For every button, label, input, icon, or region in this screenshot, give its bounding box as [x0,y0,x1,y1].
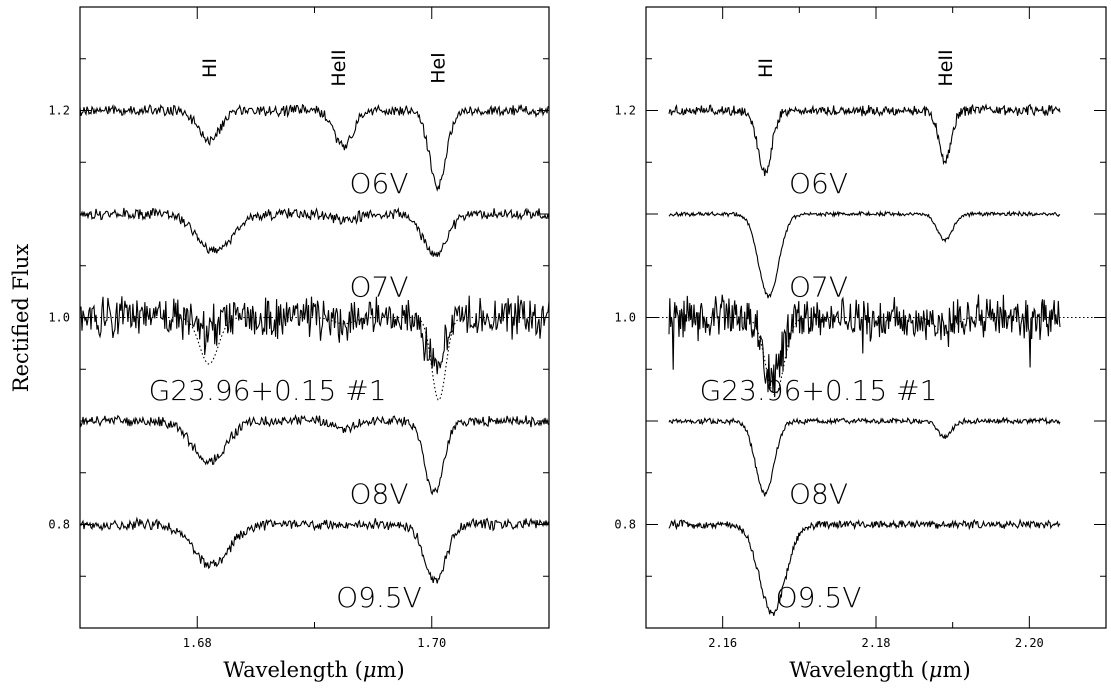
spectral-type-label: G23.96+0.15 #1 [149,374,387,407]
y-tick-label: 1.2 [614,104,636,118]
panel-h-band: 1.68 1.70 0.8 1.0 1.2 HI HeII HeI O6V O7V G23.96+0… [48,6,550,650]
line-id-label: HeII [935,49,957,86]
spectral-type-label: O8V [789,477,848,510]
spectrum-line [79,103,550,192]
spectrum-line [668,210,1061,299]
model-fit-line [646,316,1106,396]
x-tick-label: 1.70 [417,636,446,650]
spectrum-line [668,103,1061,177]
x-tick-label: 2.16 [708,636,737,650]
spectrum-line [79,516,550,584]
line-id-label: HeI [428,52,450,84]
y-axis-title: Rectified Flux [9,244,33,393]
spectral-type-label: G23.96+0.15 #1 [700,374,938,407]
line-id-label: HeII [328,49,350,86]
spectrum-line [668,416,1061,497]
spectral-type-label: O7V [789,270,848,303]
y-tick-label: 1.0 [614,311,636,325]
x-tick-label: 2.20 [1015,636,1044,650]
spectral-type-label: O6V [789,167,848,200]
y-tick-label: 0.8 [48,518,70,532]
panel-k-band: 2.16 2.18 2.20 0.8 1.0 1.2 HI HeII O6V O7V G23.96+… [614,6,1107,650]
spectrum-line [668,294,1061,398]
x-axis-title-right: Wavelength (μm) [789,658,970,682]
spectral-type-label: O8V [349,477,408,510]
spectrum-line [79,295,550,375]
spectrum-line [79,413,550,496]
spectrum-line [79,207,550,258]
line-id-label: HI [755,58,777,78]
x-tick-label: 1.68 [183,636,212,650]
y-tick-label: 1.2 [48,104,70,118]
spectrum-line [668,518,1061,617]
spectral-type-label: O9.5V [336,581,422,614]
y-tick-label: 1.0 [48,311,70,325]
x-axis-title-left: Wavelength (μm) [223,658,404,682]
spectral-type-label: O6V [349,167,408,200]
y-tick-label: 0.8 [614,518,636,532]
spectral-type-label: O7V [349,270,408,303]
spectral-type-label: O9.5V [776,581,862,614]
line-id-label: HI [199,58,221,78]
x-tick-label: 2.18 [862,636,891,650]
